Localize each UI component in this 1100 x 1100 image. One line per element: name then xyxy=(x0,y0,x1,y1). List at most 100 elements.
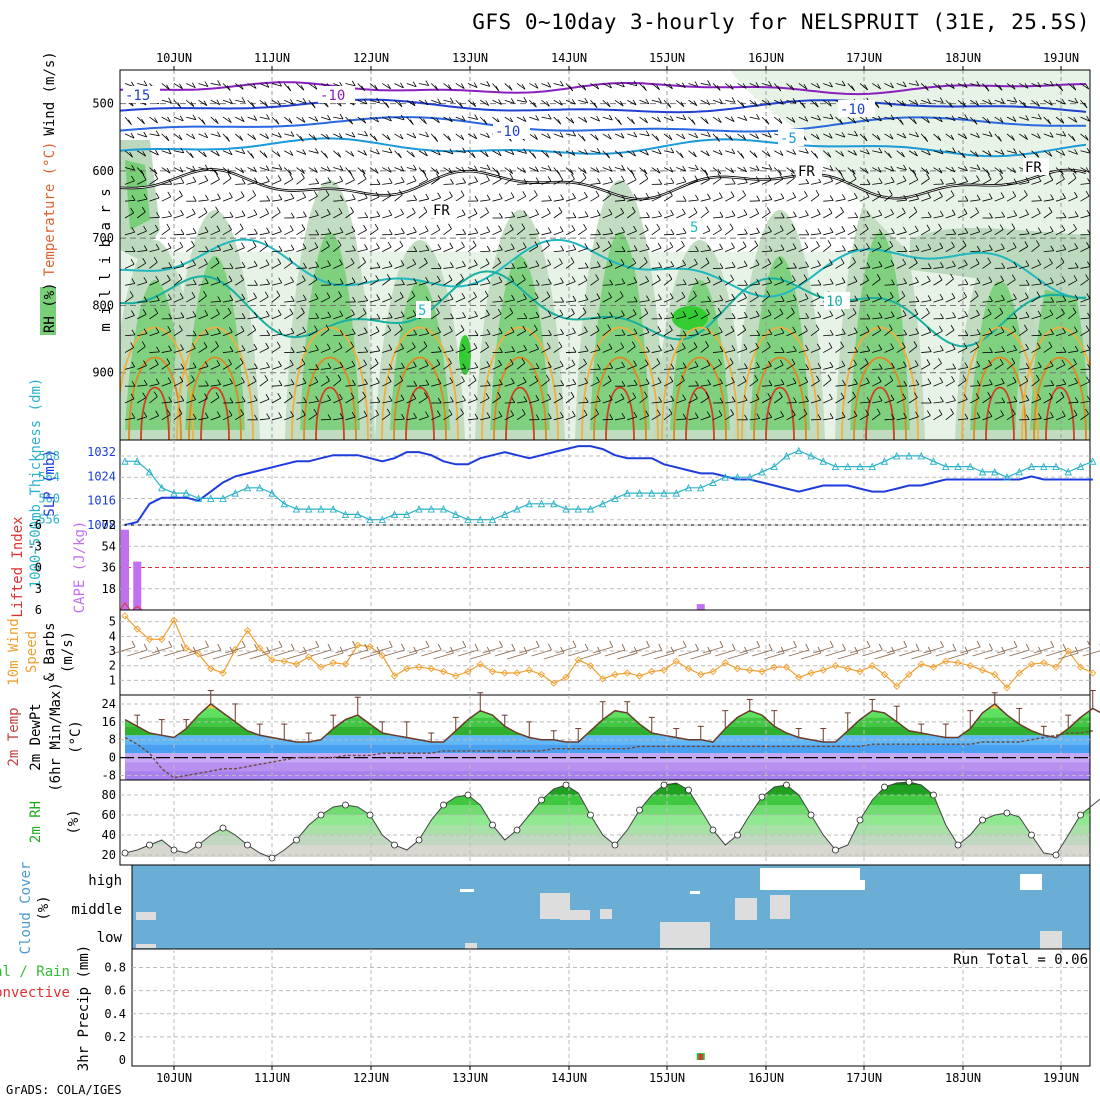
wind-barb xyxy=(480,282,491,286)
wind-barb xyxy=(333,180,343,185)
wind-barb-flag xyxy=(988,411,993,417)
wind-barb xyxy=(1006,317,1018,320)
wind-barb xyxy=(945,413,954,421)
wind-barb xyxy=(614,417,625,421)
wind-barb xyxy=(663,195,673,202)
wind-barb-flag xyxy=(166,409,171,415)
wind-barb-flag xyxy=(878,261,883,267)
wind10m-barb xyxy=(151,646,172,654)
wind-barb-flag xyxy=(805,396,809,402)
wind-barb-flag xyxy=(266,227,270,233)
wind-barb xyxy=(823,283,834,286)
wind-barb xyxy=(700,83,711,86)
wind-barb-flag xyxy=(939,242,944,249)
wind-barb-flag xyxy=(914,360,919,366)
wind-barb-flag xyxy=(290,193,295,199)
wind-barb-flag xyxy=(964,227,969,234)
wind-barb-flag xyxy=(449,191,453,197)
wind-barb-flag xyxy=(511,397,516,403)
wind-barb xyxy=(663,83,673,90)
wind-barb xyxy=(161,363,171,370)
wind-barb-flag xyxy=(633,225,637,232)
wind-barb xyxy=(565,313,575,320)
wind-barb xyxy=(810,133,820,140)
wind-barb-flag xyxy=(927,397,932,404)
wind-barb xyxy=(859,167,869,174)
wind-barb-flag xyxy=(289,174,294,180)
wind-barb xyxy=(908,133,919,138)
wind-barb-flag xyxy=(717,117,722,123)
wind-barb-flag xyxy=(327,414,332,420)
wind-barb xyxy=(259,366,270,370)
wind-barb-flag xyxy=(584,345,589,352)
wind-barb-flag xyxy=(254,311,258,318)
wind-speed-marker xyxy=(403,664,411,673)
wind-barb xyxy=(957,418,968,421)
wind-barb-flag xyxy=(816,241,820,247)
wind-barb-flag xyxy=(657,148,662,155)
wind-barb xyxy=(1093,83,1100,88)
wind-barb-flag xyxy=(583,117,588,123)
wind-barb-flag xyxy=(387,83,391,90)
wind-barb-flag xyxy=(695,380,699,387)
wind-barb-flag xyxy=(1000,326,1005,333)
rh-marker xyxy=(954,841,962,849)
wind-barb-flag xyxy=(716,85,721,91)
wind-barb-flag xyxy=(203,151,207,158)
wind-barb xyxy=(455,83,465,89)
wind-barb xyxy=(247,368,258,370)
wind-barb-flag xyxy=(301,168,305,174)
wind-barb-flag xyxy=(204,258,208,265)
wind-barb xyxy=(798,83,808,90)
wind-barb-flag xyxy=(288,391,293,398)
wind-barb xyxy=(970,397,980,404)
cloud-block xyxy=(460,889,474,892)
wind-barb xyxy=(1080,195,1090,202)
wind-barb-flag xyxy=(413,194,418,201)
wind10m-barb xyxy=(653,652,675,660)
wind-barb xyxy=(1031,116,1042,120)
wind-barb-flag xyxy=(339,227,344,233)
wind10m-barb-flag xyxy=(425,640,430,648)
wind-barb-flag xyxy=(572,295,577,302)
li-mark xyxy=(131,605,143,611)
wind-barb xyxy=(1080,167,1090,173)
wind-barb xyxy=(663,167,674,173)
wind-barb-flag xyxy=(767,258,772,264)
wind-barb-flag xyxy=(411,342,416,348)
wind-barb xyxy=(810,83,821,89)
wind-barb xyxy=(1080,116,1090,122)
wind-barb-flag xyxy=(1000,275,1005,281)
wind-barb-flag xyxy=(681,291,686,298)
wind-barb xyxy=(259,213,269,219)
wind-barb-flag xyxy=(582,307,587,313)
wind-barb xyxy=(296,331,306,337)
wind-barb xyxy=(1067,177,1077,185)
wind-barb xyxy=(1043,99,1053,106)
wind-barb-flag xyxy=(339,413,344,419)
wind-barb-flag xyxy=(364,244,368,250)
wind-barb-flag xyxy=(130,259,135,265)
wind-barb-flag xyxy=(326,134,330,140)
wind-barb-flag xyxy=(532,153,537,159)
wind-barb xyxy=(749,83,760,88)
wind-barb xyxy=(235,183,246,185)
wind-speed-marker xyxy=(476,660,484,668)
cape-bar xyxy=(133,561,142,610)
wind-barb-flag xyxy=(474,330,479,336)
wind-barb-flag xyxy=(570,391,575,398)
wind10m-barb xyxy=(690,652,711,660)
wind-barb-flag xyxy=(888,152,892,159)
wind-barb xyxy=(443,350,454,353)
wind-barb xyxy=(455,297,466,303)
wind-barb xyxy=(847,261,856,269)
wind-barb-flag xyxy=(729,135,734,141)
date-label-top: 16JUN xyxy=(748,51,784,65)
wind-barb-flag xyxy=(816,292,821,298)
wind-barb-flag xyxy=(927,98,931,104)
temp-ylabel-text: 2m DewPt xyxy=(28,703,44,770)
wind-barb xyxy=(284,364,294,370)
slp-ylabel2: SLP (mb) xyxy=(42,449,58,516)
wind-barb xyxy=(1043,83,1054,87)
wind-barb-flag xyxy=(829,165,834,171)
